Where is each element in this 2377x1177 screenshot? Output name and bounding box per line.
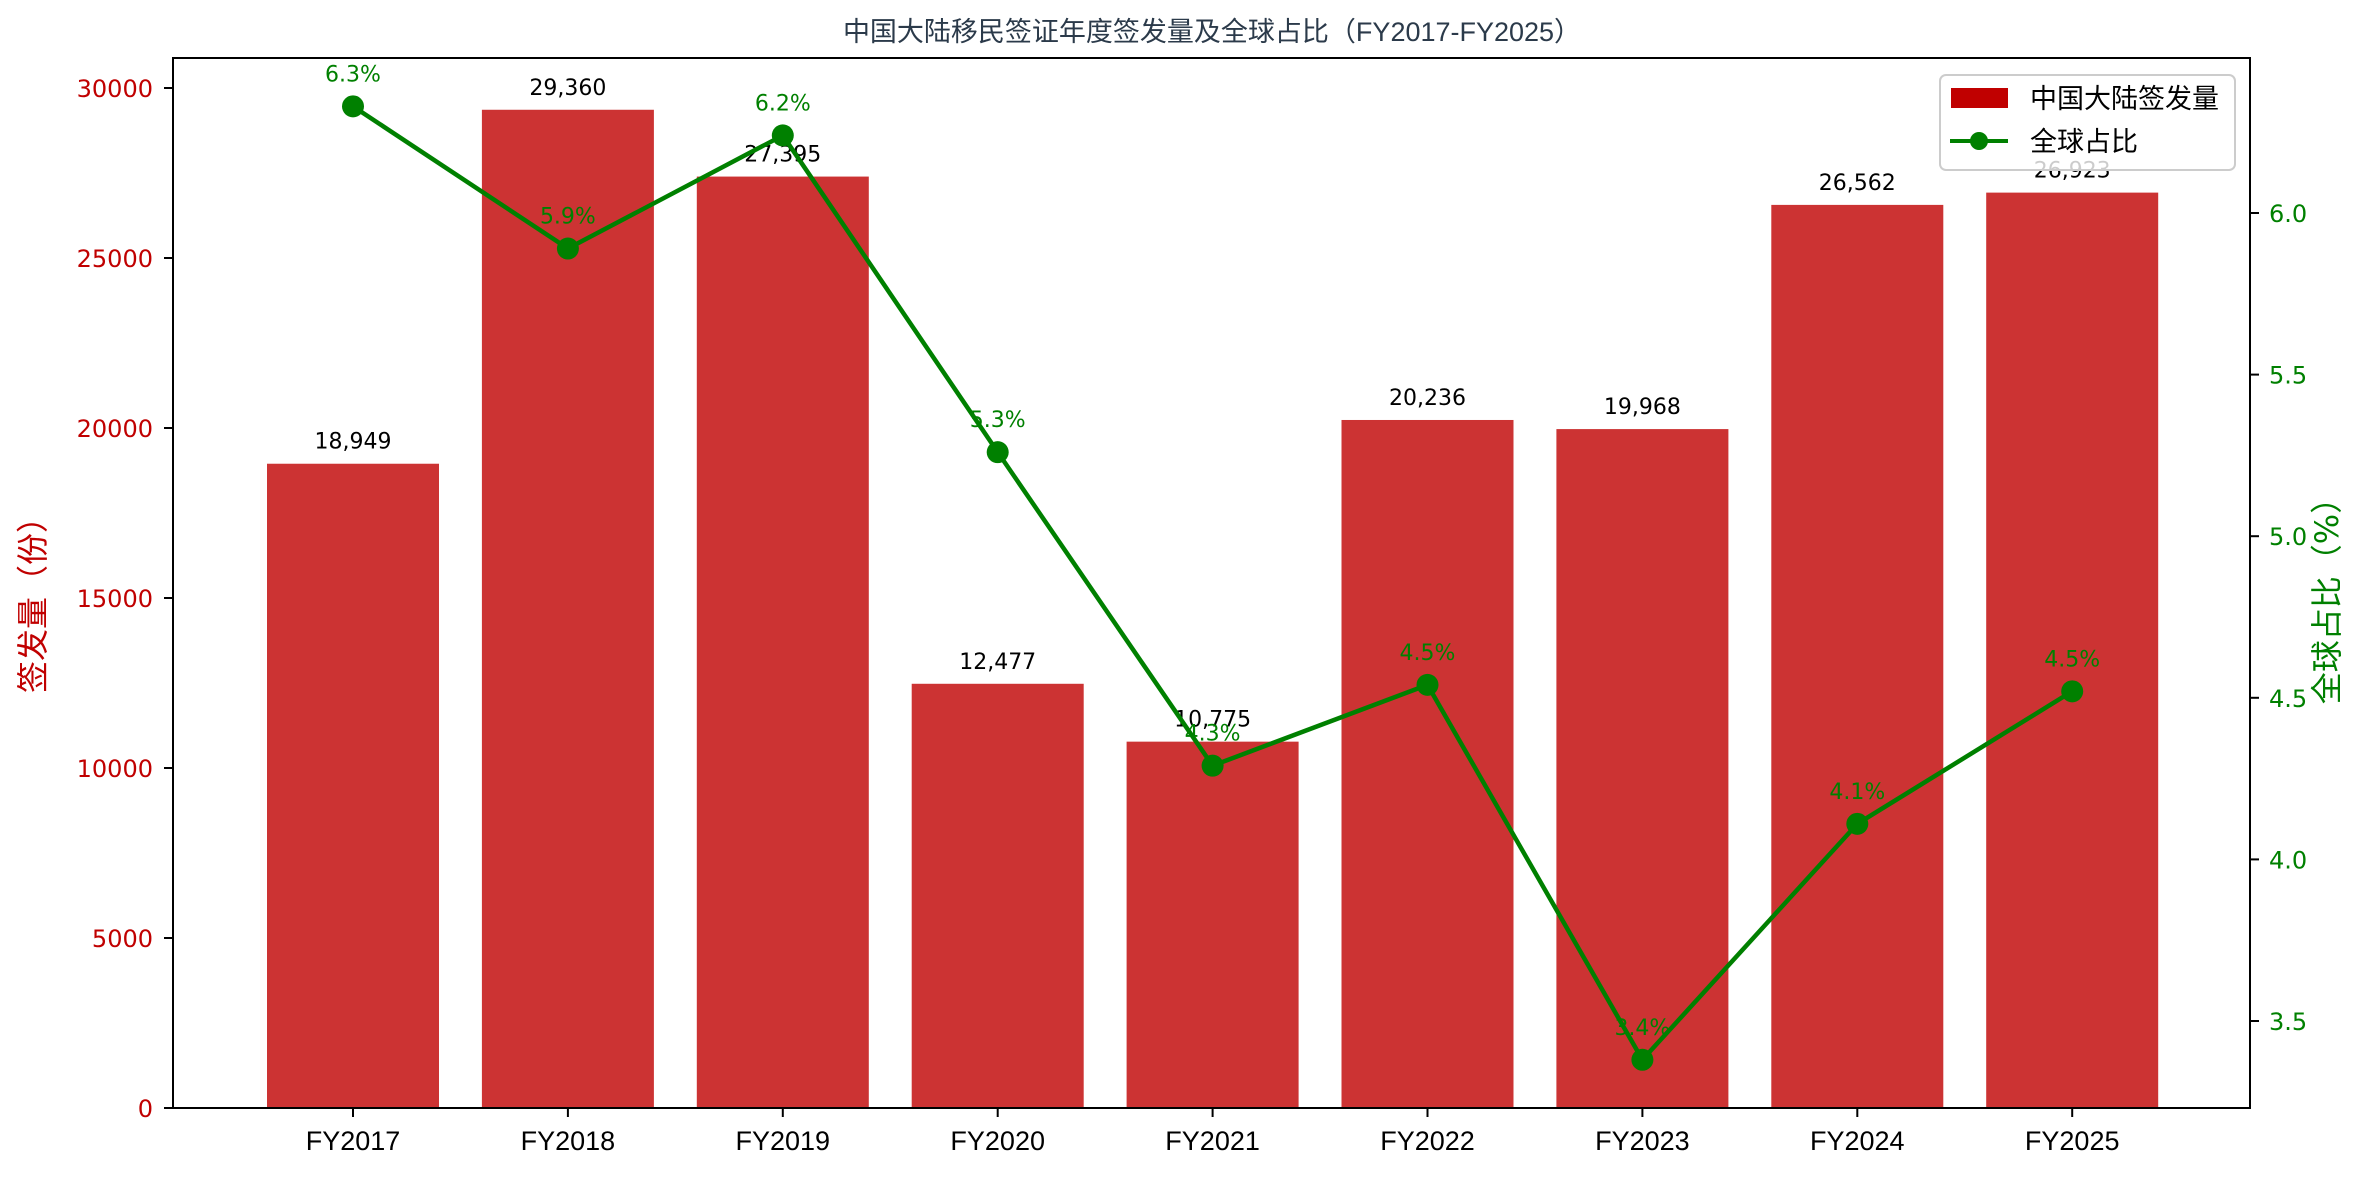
line-value-labels: 6.3% 5.9% 6.2% 5.3% 4.3% 4.5% 3.4% 4.1% 4.5% [325, 62, 2100, 1040]
x-tick-label: FY2022 [1380, 1126, 1475, 1156]
share-value-label: 4.5% [2044, 647, 2100, 672]
share-marker [986, 441, 1009, 464]
right-tick-label: 5.0 [2269, 523, 2307, 551]
bar-fy2025 [1986, 192, 2159, 1109]
share-marker [1201, 754, 1224, 777]
left-y-axis: 0 5000 10000 15000 20000 25000 30000 [77, 75, 173, 1123]
share-value-label: 4.3% [1185, 722, 1241, 747]
right-y-axis: 3.5 4.0 4.5 5.0 5.5 6.0 [2250, 200, 2307, 1036]
share-marker [771, 124, 794, 147]
right-tick-label: 4.0 [2269, 846, 2307, 874]
legend-label-bar: 中国大陆签发量 [2030, 84, 2219, 115]
left-tick-label: 20000 [77, 415, 153, 443]
bar-value-label: 18,949 [315, 430, 392, 455]
share-marker [1631, 1048, 1654, 1071]
share-value-label: 3.4% [1614, 1016, 1670, 1041]
bar-value-label: 12,477 [959, 650, 1036, 675]
line-series [342, 95, 2084, 1071]
bar-value-label: 26,562 [1819, 171, 1896, 196]
right-tick-label: 4.5 [2269, 685, 2307, 713]
x-tick-label: FY2023 [1595, 1126, 1690, 1156]
right-tick-label: 6.0 [2269, 200, 2307, 228]
bar-value-label: 20,236 [1389, 386, 1466, 411]
bar-fy2017 [267, 463, 439, 1108]
x-tick-label: FY2018 [521, 1126, 616, 1156]
right-y-axis-label: 全球占比（%） [2308, 482, 2346, 704]
share-value-label: 4.1% [1829, 780, 1885, 805]
legend: 中国大陆签发量 全球占比 [1939, 74, 2236, 171]
legend-bar-swatch-icon [1951, 88, 2008, 108]
right-tick-label: 5.5 [2269, 362, 2307, 390]
left-tick-label: 0 [138, 1095, 153, 1123]
legend-label-line: 全球占比 [2030, 127, 2138, 158]
bar-value-label: 19,968 [1604, 395, 1681, 420]
bar-fy2022 [1341, 419, 1514, 1108]
share-marker [1846, 812, 1869, 835]
bar-fy2024 [1771, 204, 1944, 1109]
right-tick-label: 3.5 [2269, 1008, 2307, 1036]
bar-fy2019 [696, 176, 869, 1108]
share-value-label: 5.3% [970, 408, 1026, 433]
bar-fy2023 [1556, 429, 1729, 1108]
left-y-axis-label: 签发量（份） [14, 501, 52, 693]
left-tick-label: 5000 [92, 925, 153, 953]
x-tick-label: FY2020 [950, 1126, 1045, 1156]
share-value-label: 5.9% [540, 205, 596, 230]
left-tick-label: 25000 [77, 245, 153, 273]
bar-fy2021 [1126, 741, 1299, 1108]
bar-fy2018 [481, 109, 654, 1108]
x-tick-label: FY2019 [736, 1126, 831, 1156]
bar-series [267, 109, 2159, 1109]
plot-frame [172, 57, 2251, 1109]
x-tick-label: FY2021 [1165, 1126, 1260, 1156]
x-tick-label: FY2017 [306, 1126, 401, 1156]
share-marker [2061, 680, 2084, 703]
x-axis: FY2017 FY2018 FY2019 FY2020 FY2021 FY2022 FY20… [306, 1108, 2120, 1156]
left-tick-label: 10000 [77, 755, 153, 783]
left-tick-label: 15000 [77, 585, 153, 613]
bar-value-label: 29,360 [529, 76, 606, 101]
left-tick-label: 30000 [77, 75, 153, 103]
share-value-label: 6.3% [325, 62, 381, 87]
x-tick-label: FY2025 [2025, 1126, 2120, 1156]
share-value-label: 4.5% [1400, 641, 1456, 666]
share-marker [342, 95, 364, 118]
bar-fy2020 [911, 683, 1084, 1108]
legend-marker-icon [1970, 132, 1988, 150]
share-marker [1416, 673, 1439, 696]
chart-title: 中国大陆移民签证年度签发量及全球占比（FY2017-FY2025） [843, 17, 1581, 47]
share-value-label: 6.2% [755, 91, 811, 116]
legend-frame [1939, 74, 2236, 171]
x-tick-label: FY2024 [1810, 1126, 1905, 1156]
share-marker [556, 237, 579, 260]
